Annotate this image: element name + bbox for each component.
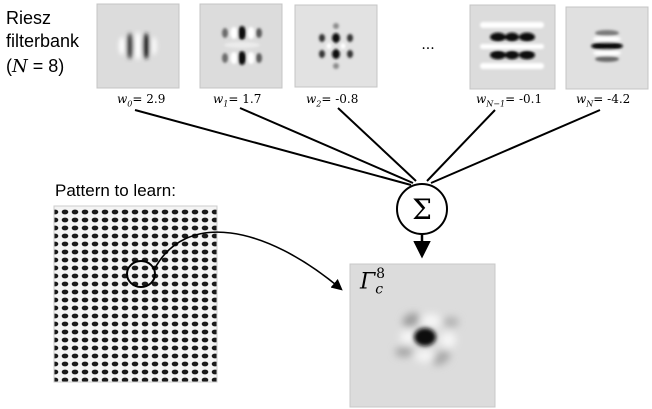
line-w1 [239,107,414,184]
weight-symbol: w [576,92,587,106]
output-symbol-sub: c [375,281,384,298]
weight-value: = 1.7 [228,92,262,106]
weight-subscript: N−1 [486,99,506,109]
weight-0: w0= 2.9 [117,92,165,108]
output-symbol-main: Γ [360,269,376,295]
weight-subscript: N [586,99,594,109]
sum-symbol: Σ [412,193,432,226]
weight-symbol: w [213,92,224,106]
connector-lines [134,107,601,186]
line-w2 [337,107,417,182]
title-line-1: Riesz [6,8,52,28]
weight-value: = 2.9 [132,92,166,106]
highlight-circle [126,260,156,288]
ellipsis-text: ... [421,37,434,53]
weight-subscript: 2 [316,99,322,109]
weight-n-minus-1: wN−1= -0.1 [476,92,542,108]
n-label-open: ( [6,56,12,76]
weight-n: wN= -4.2 [576,92,630,108]
filter-panel-0 [96,3,180,89]
weight-symbol: w [117,92,128,106]
filter-panel-n [565,6,649,90]
output-symbol-sup: 8 [376,266,386,282]
pattern-label: Pattern to learn: [55,181,176,200]
weight-symbol: w [306,92,317,106]
weight-value: = -0.8 [321,92,359,106]
filter-panel-n-1 [469,4,556,90]
filter-panel-2 [294,4,378,88]
weight-subscript: 0 [127,99,133,109]
n-label-eq: = 8) [27,56,65,76]
line-wn1 [426,109,496,182]
n-label-var: N [12,56,28,77]
weight-2: w2= -0.8 [306,92,358,108]
output-panel [349,263,496,408]
weight-value: = -4.2 [593,92,631,106]
weight-1: w1= 1.7 [213,92,261,108]
curved-arrow [153,231,343,291]
filter-panel-1 [199,3,283,89]
line-wn [430,109,601,184]
sum-node: Σ [396,183,448,235]
weight-value: = -0.1 [505,92,543,106]
title-line-2: filterbank [6,31,80,51]
weight-subscript: 1 [223,99,229,109]
pattern-texture [53,205,218,383]
weight-symbol: w [476,92,487,106]
n-label: (N = 8) [6,55,64,78]
output-symbol: Γc8 [360,266,386,298]
line-w0 [134,109,412,186]
